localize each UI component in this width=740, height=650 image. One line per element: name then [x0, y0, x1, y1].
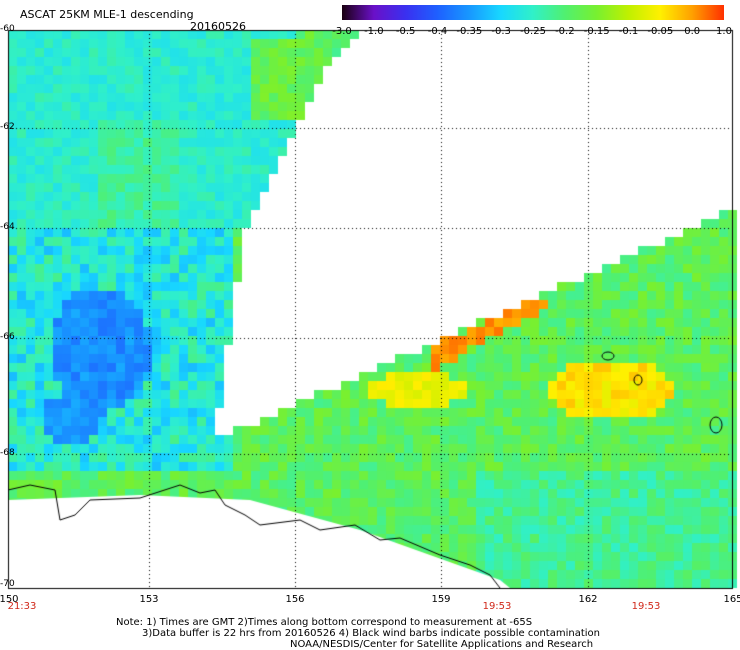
colorbar-tick-label: -1.0: [364, 26, 384, 37]
colorbar-tick-label: -0.15: [583, 26, 610, 37]
colorbar-tick-label: -0.4: [427, 26, 448, 37]
colorbar-tick-label: -3.0: [332, 26, 352, 37]
latitude-label: -64: [0, 222, 15, 232]
colorbar: [342, 5, 724, 20]
footer-note-2: 3)Data buffer is 22 hrs from 20160526 4)…: [142, 628, 600, 639]
colorbar-tick-label: -0.2: [555, 26, 575, 37]
measurement-time-label: 19:53: [482, 601, 512, 612]
longitude-label: 150: [0, 594, 19, 605]
latitude-label: -62: [0, 122, 15, 132]
colorbar-tick-label: -0.35: [456, 26, 483, 37]
longitude-label: 153: [139, 594, 159, 605]
colorbar-tick-label: 1.0: [716, 26, 732, 37]
footer-note-3: NOAA/NESDIS/Center for Satellite Applica…: [290, 639, 594, 650]
latitude-label: -68: [0, 448, 15, 458]
longitude-label: 165: [723, 594, 740, 605]
map-date: 20160526: [190, 20, 246, 33]
measurement-time-label: 21:33: [7, 601, 37, 612]
measurement-time-label: 19:53: [631, 601, 661, 612]
map-title: ASCAT 25KM MLE-1 descending: [20, 8, 194, 21]
colorbar-tick-label: -0.1: [618, 26, 639, 37]
colorbar-tick-label: -0.25: [520, 26, 546, 37]
latitude-label: -66: [0, 332, 15, 342]
longitude-label: 159: [431, 594, 451, 605]
footer-note-1: Note: 1) Times are GMT 2)Times along bot…: [116, 617, 533, 628]
longitude-label: 162: [578, 594, 598, 605]
colorbar-tick-label: 0.0: [684, 26, 701, 37]
latitude-label: -60: [0, 24, 15, 34]
colorbar-tick-label: -0.3: [491, 26, 511, 37]
colorbar-tick-label: -0.05: [647, 26, 674, 37]
latitude-label: -70: [0, 579, 15, 589]
colorbar-tick-label: -0.5: [395, 26, 416, 37]
longitude-label: 156: [285, 594, 305, 605]
